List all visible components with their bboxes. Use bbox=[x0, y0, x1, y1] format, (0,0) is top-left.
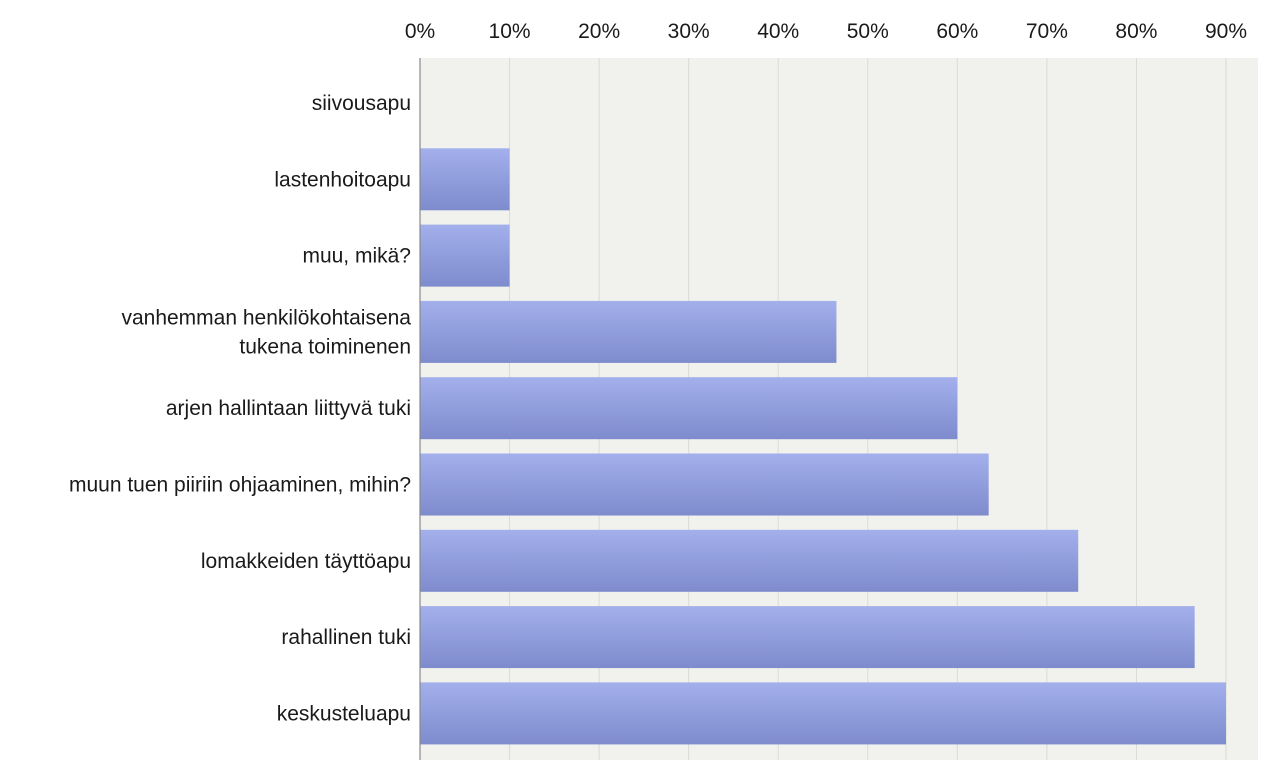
category-label: rahallinen tuki bbox=[281, 626, 411, 649]
x-tick-label: 70% bbox=[1026, 20, 1068, 43]
bar bbox=[420, 606, 1195, 668]
x-tick-label: 30% bbox=[668, 20, 710, 43]
category-labels: siivousapu lastenhoitoapu muu, mikä? vanhem… bbox=[69, 92, 411, 725]
category-label: arjen hallintaan liittyvä tuki bbox=[166, 397, 411, 420]
category-label: muun tuen piiriin ohjaaminen, mihin? bbox=[69, 474, 411, 497]
bar bbox=[420, 454, 989, 516]
x-tick-label: 90% bbox=[1205, 20, 1247, 43]
category-label: lomakkeiden täyttöapu bbox=[201, 550, 411, 573]
bar bbox=[420, 301, 836, 363]
category-label: lastenhoitoapu bbox=[274, 168, 411, 191]
category-label: muu, mikä? bbox=[302, 245, 411, 268]
x-tick-label: 60% bbox=[936, 20, 978, 43]
x-tick-label: 80% bbox=[1115, 20, 1157, 43]
x-tick-label: 20% bbox=[578, 20, 620, 43]
bar bbox=[420, 377, 957, 439]
bar bbox=[420, 148, 510, 210]
x-tick-labels: 0% 10% 20% 30% 40% 50% 60% 70% 80% 90% bbox=[405, 20, 1247, 43]
category-label: keskusteluapu bbox=[277, 702, 411, 725]
bar bbox=[420, 530, 1078, 592]
x-tick-label: 40% bbox=[757, 20, 799, 43]
bar bbox=[420, 682, 1226, 744]
x-tick-label: 50% bbox=[847, 20, 889, 43]
category-label: tukena toiminenen bbox=[239, 335, 411, 358]
x-tick-label: 0% bbox=[405, 20, 435, 43]
x-tick-label: 10% bbox=[489, 20, 531, 43]
category-label: vanhemman henkilökohtaisena bbox=[121, 306, 411, 329]
category-label: siivousapu bbox=[312, 92, 411, 115]
bar bbox=[420, 225, 510, 287]
